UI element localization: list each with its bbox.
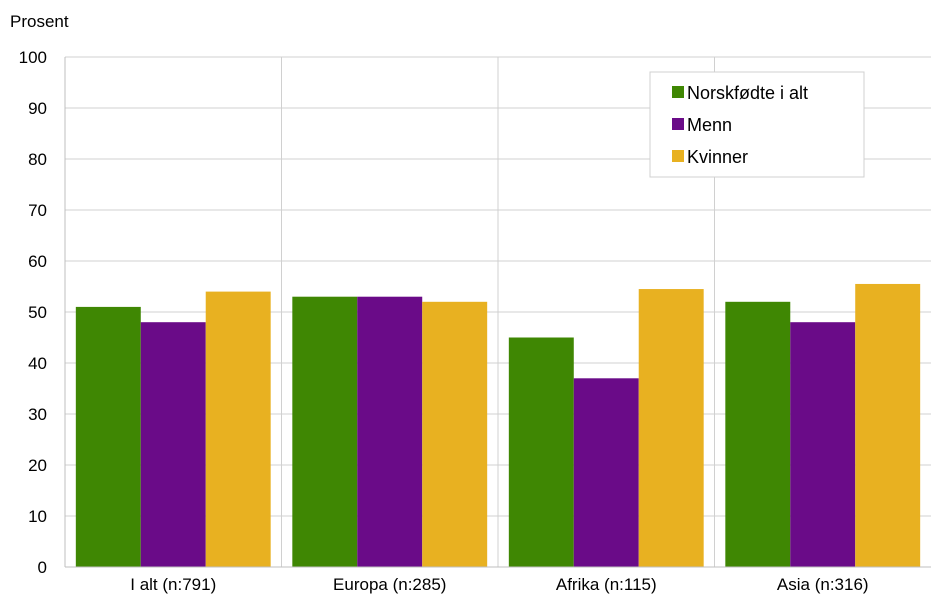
x-tick-label: I alt (n:791) [130,575,216,594]
legend-swatch [672,86,684,98]
legend-label: Kvinner [687,147,748,167]
legend: Norskfødte i alt Menn Kvinner [649,71,865,178]
y-tick-label: 40 [28,354,47,373]
bar [638,289,704,567]
y-axis-label: Prosent [10,12,69,31]
y-tick-label: 60 [28,252,47,271]
x-axis-ticks: I alt (n:791) Europa (n:285) Afrika (n:115… [130,575,868,594]
bar [292,296,358,567]
x-tick-label: Afrika (n:115) [556,575,657,594]
bars [75,283,921,567]
y-tick-label: 70 [28,201,47,220]
legend-box [649,71,865,178]
bar [205,291,271,567]
legend-swatch [672,118,684,130]
y-tick-label: 50 [28,303,47,322]
bar [790,322,856,567]
y-tick-label: 80 [28,150,47,169]
x-tick-label: Asia (n:316) [777,575,869,594]
y-tick-label: 10 [28,507,47,526]
bar [855,283,921,567]
bar [573,378,639,567]
bar [75,306,141,567]
y-tick-label: 20 [28,456,47,475]
y-tick-label: 100 [19,48,47,67]
y-tick-label: 0 [38,558,47,577]
y-axis-ticks: 0 10 20 30 40 50 60 70 80 90 100 [19,48,47,577]
bar [725,301,791,567]
y-tick-label: 90 [28,99,47,118]
legend-label: Menn [687,115,732,135]
x-tick-label: Europa (n:285) [333,575,446,594]
y-tick-label: 30 [28,405,47,424]
bar [140,322,206,567]
legend-swatch [672,150,684,162]
bar [422,301,488,567]
legend-label: Norskfødte i alt [687,83,808,103]
bar [508,337,574,567]
bar [357,296,423,567]
